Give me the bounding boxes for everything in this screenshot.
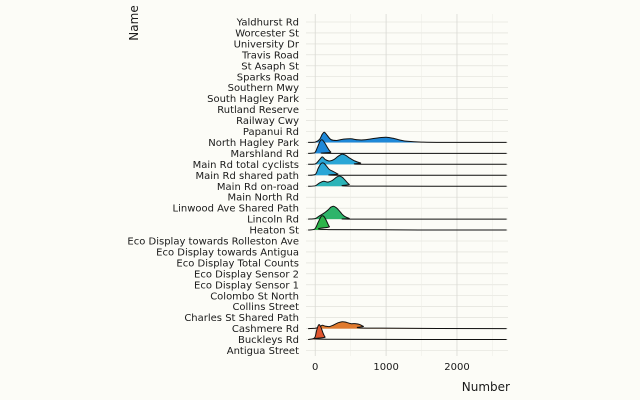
x-axis-title: Number: [462, 380, 510, 394]
ridge-outline-lincoln-rd: [308, 205, 507, 220]
ridges: [308, 131, 507, 340]
ridge-outline-buckleys-rd: [308, 324, 507, 340]
ridge-outline-heaton-st: [308, 215, 507, 231]
y-tick-label: Main Rd on-road: [217, 182, 299, 193]
x-tick-label: 2000: [444, 362, 469, 373]
y-tick-label: Main North Rd: [228, 193, 300, 204]
ridge-outline-cashmere-rd: [308, 321, 507, 330]
ridge-fill-lincoln-rd: [308, 206, 507, 220]
y-tick-label: Eco Display Sensor 1: [194, 280, 299, 291]
y-tick-label: Yaldhurst Rd: [236, 18, 299, 29]
ridge-outline-marshland-rd: [308, 139, 507, 154]
y-tick-label: University Dr: [234, 39, 300, 50]
y-tick-label: Sparks Road: [237, 72, 299, 83]
x-tick-labels: 0 1000 2000: [312, 362, 470, 373]
y-tick-label: Collins Street: [232, 302, 299, 313]
ridge-fill-marshland-rd: [308, 139, 507, 154]
ridge-outline-main-rd-on-road: [308, 175, 507, 187]
ridge-fill-main-rd-total-cyclists: [308, 154, 507, 165]
ridge-fill-main-rd-on-road: [308, 176, 507, 187]
y-tick-label: Colombo St North: [210, 291, 299, 302]
y-tick-label: Eco Display towards Rolleston Ave: [127, 237, 299, 248]
y-tick-label: Papanui Rd: [243, 127, 299, 138]
y-tick-label: North Hagley Park: [208, 138, 299, 149]
y-tick-label: Eco Display Total Counts: [176, 258, 299, 269]
y-tick-label: Linwood Ave Shared Path: [173, 204, 299, 215]
y-tick-label: Eco Display towards Antigua: [156, 247, 299, 258]
y-tick-label: Heaton St: [249, 226, 299, 237]
ridge-outline-main-rd-shared-path: [308, 162, 507, 176]
y-tick-label: Eco Display Sensor 2: [194, 269, 299, 280]
y-tick-label: Southern Mwy: [228, 83, 299, 94]
y-tick-label: Main Rd total cyclists: [193, 160, 299, 171]
y-tick-label: Rutland Reserve: [217, 105, 299, 116]
ridge-outline-main-rd-total-cyclists: [308, 153, 507, 165]
y-tick-label: Antigua Street: [227, 346, 299, 357]
x-tick-label: 1000: [373, 362, 398, 373]
y-tick-label: Railway Cwy: [236, 116, 299, 127]
y-tick-label: Travis Road: [241, 50, 299, 61]
y-axis-title: Name: [127, 5, 141, 40]
y-tick-label: Cashmere Rd: [232, 324, 299, 335]
y-tick-label: Charles St Shared Path: [184, 313, 299, 324]
y-tick-label: Lincoln Rd: [247, 215, 299, 226]
y-tick-label: South Hagley Park: [207, 94, 299, 105]
y-tick-label: Main Rd shared path: [195, 171, 299, 182]
y-tick-label: Buckleys Rd: [238, 335, 299, 346]
x-tick-label: 0: [312, 362, 318, 373]
ridge-outline-north-hagley-park: [308, 131, 507, 143]
y-tick-label: Worcester St: [235, 28, 299, 39]
y-tick-label: St Asaph St: [241, 61, 299, 72]
ridge-fill-main-rd-shared-path: [308, 162, 507, 176]
y-tick-label: Marshland Rd: [231, 149, 299, 160]
